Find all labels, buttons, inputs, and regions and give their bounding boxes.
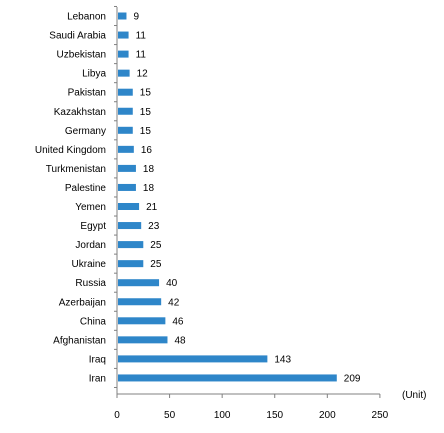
value-label: 15 xyxy=(140,126,152,137)
x-tick-label: 0 xyxy=(114,410,120,421)
bar xyxy=(118,183,136,191)
bar xyxy=(118,222,142,230)
x-tick-label: 250 xyxy=(372,410,389,421)
category-labels: Lebanon Saudi Arabia Uzbekistan Libya Pakist… xyxy=(35,12,107,385)
unit-label: (Unit) xyxy=(402,390,426,401)
value-label: 46 xyxy=(172,316,184,327)
value-label: 143 xyxy=(274,354,291,365)
bar xyxy=(118,203,140,210)
value-label: 9 xyxy=(133,12,139,23)
value-label: 15 xyxy=(140,107,152,118)
value-label: 16 xyxy=(141,145,153,156)
value-label: 40 xyxy=(166,278,178,289)
category-label: Yemen xyxy=(75,202,106,213)
value-label: 11 xyxy=(136,50,147,61)
bar xyxy=(118,355,268,363)
category-label: Iran xyxy=(89,373,106,384)
bar xyxy=(118,50,129,58)
value-label: 209 xyxy=(344,373,361,384)
category-label: Saudi Arabia xyxy=(49,31,106,42)
bars-group xyxy=(118,12,337,382)
x-tick-label: 150 xyxy=(266,410,283,421)
category-label: Lebanon xyxy=(67,12,106,23)
category-label: Palestine xyxy=(65,183,107,194)
category-label: Iraq xyxy=(89,354,106,365)
value-label: 23 xyxy=(148,221,160,232)
value-label: 18 xyxy=(143,183,155,194)
category-label: Kazakhstan xyxy=(54,107,106,118)
value-label: 25 xyxy=(150,259,162,270)
value-label: 25 xyxy=(150,240,162,251)
bar xyxy=(118,88,133,96)
x-tick-label: 200 xyxy=(319,410,336,421)
bar xyxy=(118,107,133,115)
bar xyxy=(118,260,144,268)
bar xyxy=(118,69,130,77)
bar xyxy=(118,164,136,172)
bar xyxy=(118,374,337,382)
category-label: United Kingdom xyxy=(35,145,106,156)
x-tick-label: 100 xyxy=(214,410,231,421)
bar xyxy=(118,279,160,287)
bar xyxy=(118,336,168,344)
category-label: Azerbaijan xyxy=(59,297,106,308)
category-label: Libya xyxy=(82,69,106,80)
category-label: Russia xyxy=(75,278,106,289)
bar xyxy=(118,12,127,20)
bar xyxy=(118,145,134,153)
bar xyxy=(118,241,144,249)
category-label: Turkmenistan xyxy=(46,164,106,175)
bar xyxy=(118,31,129,39)
value-label: 18 xyxy=(143,164,155,175)
category-label: China xyxy=(80,316,107,327)
category-label: Jordan xyxy=(75,240,106,251)
value-labels: 9 11 11 12 15 15 15 16 18 18 21 23 25 25 40 42 46 48 143 20… xyxy=(133,12,360,385)
bar xyxy=(118,317,166,325)
category-label: Afghanistan xyxy=(53,335,106,346)
category-label: Pakistan xyxy=(68,88,106,99)
bar xyxy=(118,298,162,306)
value-label: 11 xyxy=(136,31,147,42)
x-tick-label: 50 xyxy=(164,410,176,421)
value-label: 12 xyxy=(137,69,149,80)
category-label: Uzbekistan xyxy=(57,50,106,61)
bar xyxy=(118,126,133,134)
value-label: 48 xyxy=(174,335,186,346)
value-label: 15 xyxy=(140,88,152,99)
value-label: 42 xyxy=(168,297,180,308)
category-label: Egypt xyxy=(80,221,106,232)
axes-group: 0 50 100 150 200 250 xyxy=(114,5,389,421)
category-label: Germany xyxy=(65,126,106,137)
category-label: Ukraine xyxy=(72,259,107,270)
value-label: 21 xyxy=(146,202,158,213)
